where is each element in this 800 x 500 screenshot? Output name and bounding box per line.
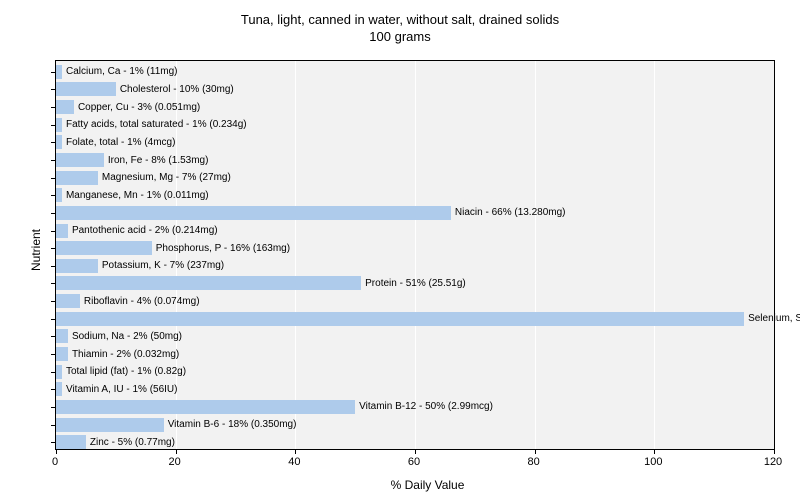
nutrient-bar-label: Riboflavin - 4% (0.074mg) — [84, 296, 200, 307]
bar-row: Folate, total - 1% (4mcg) — [56, 135, 175, 149]
x-tick — [535, 449, 536, 454]
nutrient-bar-label: Thiamin - 2% (0.032mg) — [72, 349, 179, 360]
x-tick — [774, 449, 775, 454]
nutrient-bar — [56, 82, 116, 96]
nutrient-bar-label: Sodium, Na - 2% (50mg) — [72, 331, 182, 342]
x-tick — [654, 449, 655, 454]
nutrient-bar-label: Niacin - 66% (13.280mg) — [455, 207, 566, 218]
nutrient-bar-label: Pantothenic acid - 2% (0.214mg) — [72, 225, 218, 236]
nutrient-bar-label: Calcium, Ca - 1% (11mg) — [66, 66, 178, 77]
bar-row: Copper, Cu - 3% (0.051mg) — [56, 100, 200, 114]
bar-row: Fatty acids, total saturated - 1% (0.234… — [56, 118, 247, 132]
bar-row: Potassium, K - 7% (237mg) — [56, 259, 224, 273]
bar-row: Phosphorus, P - 16% (163mg) — [56, 241, 290, 255]
bar-row: Vitamin B-12 - 50% (2.99mcg) — [56, 400, 493, 414]
bar-row: Protein - 51% (25.51g) — [56, 276, 466, 290]
bar-row: Riboflavin - 4% (0.074mg) — [56, 294, 200, 308]
x-tick — [56, 449, 57, 454]
bar-row: Magnesium, Mg - 7% (27mg) — [56, 171, 231, 185]
chart-title-line1: Tuna, light, canned in water, without sa… — [0, 12, 800, 29]
nutrient-bar-label: Manganese, Mn - 1% (0.011mg) — [66, 190, 209, 201]
nutrient-bar-label: Magnesium, Mg - 7% (27mg) — [102, 172, 231, 183]
gridline — [654, 61, 655, 449]
nutrient-bar — [56, 224, 68, 238]
nutrient-bar — [56, 188, 62, 202]
bar-row: Vitamin B-6 - 18% (0.350mg) — [56, 418, 296, 432]
bar-row: Vitamin A, IU - 1% (56IU) — [56, 382, 178, 396]
bar-row: Thiamin - 2% (0.032mg) — [56, 347, 179, 361]
x-tick-label: 60 — [408, 456, 420, 468]
nutrient-bar — [56, 206, 451, 220]
x-tick — [295, 449, 296, 454]
nutrient-bar — [56, 418, 164, 432]
nutrient-bar-label: Protein - 51% (25.51g) — [365, 278, 466, 289]
x-tick-label: 40 — [288, 456, 300, 468]
nutrient-bar-label: Vitamin B-12 - 50% (2.99mcg) — [359, 401, 493, 412]
x-axis-label: % Daily Value — [0, 478, 800, 492]
nutrient-bar — [56, 171, 98, 185]
nutrient-bar-label: Vitamin B-6 - 18% (0.350mg) — [168, 419, 297, 430]
bar-row: Sodium, Na - 2% (50mg) — [56, 329, 182, 343]
x-tick-label: 100 — [644, 456, 662, 468]
chart-title: Tuna, light, canned in water, without sa… — [0, 0, 800, 46]
nutrient-bar-label: Potassium, K - 7% (237mg) — [102, 260, 224, 271]
nutrient-bar-label: Selenium, Se - 115% (80.4mcg) — [748, 313, 800, 324]
bar-row: Manganese, Mn - 1% (0.011mg) — [56, 188, 209, 202]
x-tick — [176, 449, 177, 454]
nutrient-bar — [56, 259, 98, 273]
y-axis-label: Nutrient — [29, 229, 43, 271]
nutrient-chart: Tuna, light, canned in water, without sa… — [0, 0, 800, 500]
nutrient-bar — [56, 382, 62, 396]
bar-row: Total lipid (fat) - 1% (0.82g) — [56, 365, 186, 379]
bar-row: Zinc - 5% (0.77mg) — [56, 435, 175, 449]
nutrient-bar — [56, 365, 62, 379]
bar-row: Iron, Fe - 8% (1.53mg) — [56, 153, 208, 167]
nutrient-bar — [56, 65, 62, 79]
gridline — [415, 61, 416, 449]
nutrient-bar — [56, 329, 68, 343]
nutrient-bar-label: Iron, Fe - 8% (1.53mg) — [108, 155, 209, 166]
nutrient-bar — [56, 294, 80, 308]
nutrient-bar-label: Folate, total - 1% (4mcg) — [66, 137, 175, 148]
x-tick-label: 120 — [764, 456, 782, 468]
nutrient-bar — [56, 400, 355, 414]
nutrient-bar — [56, 100, 74, 114]
x-tick-label: 80 — [528, 456, 540, 468]
nutrient-bar-label: Cholesterol - 10% (30mg) — [120, 84, 234, 95]
nutrient-bar — [56, 276, 361, 290]
gridline — [535, 61, 536, 449]
nutrient-bar — [56, 435, 86, 449]
chart-title-line2: 100 grams — [0, 29, 800, 46]
bar-row: Cholesterol - 10% (30mg) — [56, 82, 234, 96]
nutrient-bar — [56, 153, 104, 167]
nutrient-bar — [56, 241, 152, 255]
gridline — [295, 61, 296, 449]
bar-row: Pantothenic acid - 2% (0.214mg) — [56, 224, 218, 238]
nutrient-bar-label: Phosphorus, P - 16% (163mg) — [156, 243, 290, 254]
nutrient-bar-label: Total lipid (fat) - 1% (0.82g) — [66, 366, 186, 377]
nutrient-bar — [56, 312, 744, 326]
bar-row: Calcium, Ca - 1% (11mg) — [56, 65, 177, 79]
nutrient-bar-label: Vitamin A, IU - 1% (56IU) — [66, 384, 178, 395]
nutrient-bar — [56, 347, 68, 361]
x-tick — [415, 449, 416, 454]
bar-row: Selenium, Se - 115% (80.4mcg) — [56, 312, 800, 326]
nutrient-bar-label: Copper, Cu - 3% (0.051mg) — [78, 102, 200, 113]
nutrient-bar-label: Fatty acids, total saturated - 1% (0.234… — [66, 119, 247, 130]
x-tick-label: 20 — [169, 456, 181, 468]
plot-area: Calcium, Ca - 1% (11mg) Cholesterol - 10%… — [55, 60, 775, 450]
nutrient-bar — [56, 118, 62, 132]
nutrient-bar-label: Zinc - 5% (0.77mg) — [90, 437, 175, 448]
x-tick-label: 0 — [52, 456, 58, 468]
nutrient-bar — [56, 135, 62, 149]
bar-row: Niacin - 66% (13.280mg) — [56, 206, 566, 220]
